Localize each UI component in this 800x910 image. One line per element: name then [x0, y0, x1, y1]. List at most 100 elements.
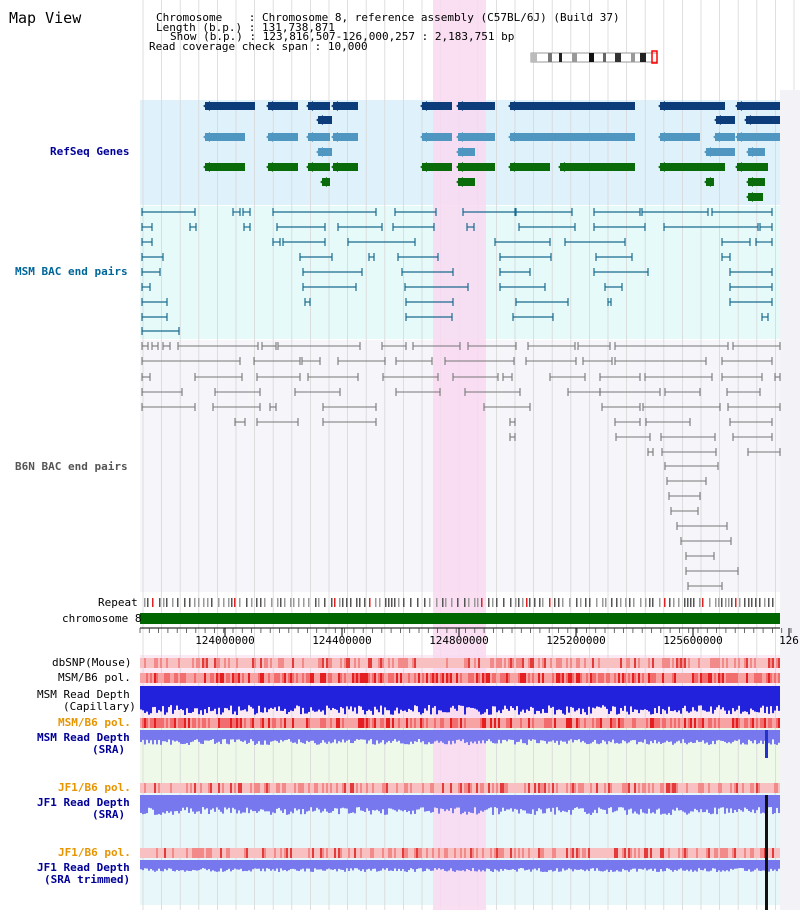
msm-pol-cell: [294, 673, 296, 683]
track-label-jf1-b6-pol-2[interactable]: JF1/B6 pol.: [58, 846, 131, 859]
jf1-sra-depth-bar: [684, 795, 686, 813]
msm-sra-depth-bar: [720, 730, 722, 741]
jf1-sra-depth-bar: [576, 795, 578, 808]
msm-capillary-depth-bar: [276, 686, 278, 711]
jf1-pol2-cell: [308, 848, 310, 858]
jf1-pol2-cell: [328, 848, 330, 858]
jf1-pol-cell: [296, 783, 298, 793]
msm-capillary-depth-bar: [540, 686, 542, 714]
track-label-jf1-b6-pol[interactable]: JF1/B6 pol.: [58, 781, 131, 794]
jf1-sra-depth-bar: [170, 795, 172, 812]
track-label-repeat[interactable]: Repeat: [98, 596, 138, 609]
msm-pol-cell: [342, 673, 344, 683]
msm-pol2-cell: [658, 718, 660, 728]
jf1-pol-cell: [586, 783, 588, 793]
jf1-trim-depth-bar: [294, 860, 296, 870]
jf1-trim-depth-bar: [716, 860, 718, 872]
repeat-element: [764, 598, 766, 607]
jf1-pol-cell: [264, 783, 266, 793]
jf1-sra-depth-bar: [338, 795, 340, 815]
msm-capillary-depth-bar: [256, 686, 258, 714]
track-label-jf1-read-depth[interactable]: JF1 Read Depth: [37, 796, 130, 809]
msm-sra-depth-bar: [594, 730, 596, 740]
track-label-dbsnp[interactable]: dbSNP(Mouse): [52, 656, 132, 669]
jf1-trim-depth-bar: [504, 860, 506, 869]
jf1-pol-cell: [366, 783, 368, 793]
msm-pol2-cell: [304, 718, 306, 728]
jf1-pol2-cell: [304, 848, 306, 858]
msm-pol2-cell: [372, 718, 374, 728]
msm-pol-cell: [620, 673, 622, 683]
msm-capillary-depth-bar: [514, 686, 516, 711]
dbsnp-cell: [144, 658, 146, 668]
track-label-chromosome[interactable]: chromosome 8: [62, 612, 142, 625]
track-label-jf1-read-depth-trim[interactable]: JF1 Read Depth: [37, 861, 130, 874]
msm-capillary-depth-bar: [222, 686, 224, 713]
track-label-msm-read-depth-sra[interactable]: MSM Read Depth: [37, 731, 130, 744]
jf1-trim-depth-bar: [608, 860, 610, 872]
jf1-trim-depth-bar: [164, 860, 166, 869]
dbsnp-cell: [332, 658, 334, 668]
msm-capillary-depth-bar: [730, 686, 732, 715]
msm-sra-depth-bar: [242, 730, 244, 742]
jf1-pol2-cell: [606, 848, 608, 858]
msm-capillary-depth-bar: [608, 686, 610, 714]
msm-sra-depth-bar: [378, 730, 380, 744]
msm-capillary-depth-bar: [242, 686, 244, 711]
msm-pol2-cell: [698, 718, 700, 728]
jf1-sra-depth-bar: [744, 795, 746, 808]
jf1-trim-depth-bar: [372, 860, 374, 869]
jf1-pol-cell: [672, 783, 674, 793]
refseq-gene: [737, 163, 768, 171]
jf1-trim-depth-bar: [684, 860, 686, 871]
track-label-msm-bac[interactable]: MSM BAC end pairs: [15, 265, 128, 278]
track-label-msm-b6-pol-2[interactable]: MSM/B6 pol.: [58, 716, 131, 729]
msm-capillary-depth-bar: [212, 686, 214, 711]
msm-capillary-depth-bar: [638, 686, 640, 714]
msm-pol2-cell: [676, 718, 678, 728]
jf1-trim-depth-bar: [552, 860, 554, 872]
jf1-sra-depth-bar: [666, 795, 668, 815]
msm-pol-cell: [430, 673, 432, 683]
gene-strand-arrow: [735, 101, 742, 111]
jf1-pol2-cell: [290, 848, 292, 858]
msm-sra-depth-bar: [600, 730, 602, 744]
msm-sra-depth-bar: [774, 730, 776, 745]
msm-sra-depth-bar: [590, 730, 592, 744]
track-label-b6n-bac[interactable]: B6N BAC end pairs: [15, 460, 128, 473]
jf1-pol2-cell: [538, 848, 540, 858]
repeat-element: [436, 598, 438, 607]
repeat-element: [256, 598, 258, 607]
msm-capillary-depth-bar: [352, 686, 354, 712]
msm-pol-cell: [618, 673, 620, 683]
jf1-pol-cell: [752, 783, 754, 793]
track-label-msm-b6-pol[interactable]: MSM/B6 pol.: [58, 671, 131, 684]
msm-pol2-cell: [512, 718, 514, 728]
jf1-sra-depth-bar: [402, 795, 404, 812]
track-label-msm-read-depth-cap[interactable]: MSM Read Depth: [37, 688, 130, 701]
msm-pol-cell: [178, 673, 180, 683]
repeat-element: [346, 598, 348, 607]
msm-pol-cell: [664, 673, 666, 683]
jf1-pol-cell: [696, 783, 698, 793]
jf1-pol2-cell: [576, 848, 578, 858]
jf1-sra-depth-bar: [762, 795, 764, 813]
dbsnp-cell: [338, 658, 340, 668]
msm-pol2-cell: [160, 718, 162, 728]
jf1-sra-depth-bar: [186, 795, 188, 808]
jf1-pol-cell: [558, 783, 560, 793]
msm-pol2-cell: [756, 718, 758, 728]
jf1-pol-cell: [240, 783, 242, 793]
show-info-line: Show (b.p.) : 123,816,507-126,000,257 : …: [170, 30, 515, 43]
jf1-trim-depth-bar: [226, 860, 228, 871]
jf1-trim-depth-bar: [250, 860, 252, 872]
jf1-pol2-cell: [678, 848, 680, 858]
jf1-trim-depth-bar: [584, 860, 586, 872]
msm-sra-depth-bar: [228, 730, 230, 745]
track-label-refseq[interactable]: RefSeq Genes: [50, 145, 130, 158]
jf1-trim-depth-bar: [698, 860, 700, 869]
msm-pol-cell: [524, 673, 526, 683]
msm-sra-depth-bar: [552, 730, 554, 741]
jf1-pol-cell: [534, 783, 536, 793]
